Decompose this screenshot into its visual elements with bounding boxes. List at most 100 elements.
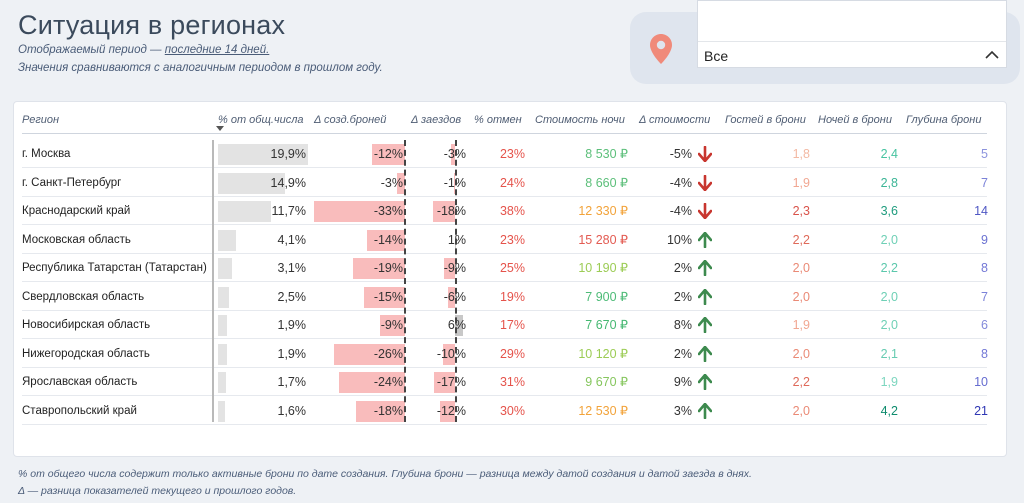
bar-checkins <box>451 144 455 165</box>
row-divider <box>22 338 987 339</box>
cell-guests: 2,0 <box>792 403 810 418</box>
cell-cancel: 23% <box>499 232 525 247</box>
cell-price: 10 190 ₽ <box>578 261 628 275</box>
cell-cancel: 24% <box>499 175 525 190</box>
row-divider <box>22 281 987 282</box>
row-divider <box>22 395 987 396</box>
share-axis-line <box>212 140 214 422</box>
cell-region: Новосибирская область <box>22 319 151 331</box>
table-row[interactable]: Нижегородская область 1,9% -26% -10% 29% 10 1… <box>22 340 988 368</box>
table-row[interactable]: Свердловская область 2,5% -15% -6% 19% 7 900 … <box>22 283 988 311</box>
col-header-price-delta[interactable]: Δ стоимости <box>639 114 711 126</box>
col-header-region[interactable]: Регион <box>22 114 60 126</box>
cell-region: Свердловская область <box>22 290 145 303</box>
cell-created: -19% <box>373 261 403 275</box>
cell-share: 1,9% <box>277 318 307 332</box>
region-dropdown[interactable]: Все <box>697 0 1007 68</box>
bar-share <box>218 343 227 365</box>
bar-created <box>380 315 405 336</box>
cell-share: 2,5% <box>277 289 307 304</box>
bar-checkins <box>455 315 463 336</box>
cell-share: 1,7% <box>277 375 307 389</box>
period-prefix: Отображаемый период — <box>18 44 165 56</box>
period-subtitle: Отображаемый период — последние 14 дней. <box>18 44 269 56</box>
cell-depth: 7 <box>981 289 988 304</box>
table-row[interactable]: г. Москва 19,9% -12% -3% 23% 8 530 ₽ -5% 1,8 2,4… <box>22 140 988 168</box>
bar-checkins <box>443 258 455 279</box>
cell-region: Ярославская область <box>22 376 138 388</box>
col-header-cancel[interactable]: % отмен <box>474 114 522 126</box>
cell-price: 12 530 ₽ <box>578 403 628 418</box>
bar-created <box>355 400 405 422</box>
cell-nights: 2,0 <box>880 318 898 332</box>
chevron-up-icon[interactable] <box>982 45 1002 65</box>
table-row[interactable]: Московская область 4,1% -14% 1% 23% 15 280 ₽ 1… <box>22 226 988 254</box>
cell-price-delta: 9% <box>673 375 692 389</box>
cell-checkins: 1% <box>447 232 466 247</box>
cell-price: 15 280 ₽ <box>578 232 628 247</box>
cell-guests: 2,2 <box>792 375 810 389</box>
col-header-checkins[interactable]: Δ заездов <box>411 114 462 126</box>
cell-depth: 8 <box>981 346 988 361</box>
table-row[interactable]: г. Санкт-Петербург 14,9% -3% -1% 24% 8 660 ₽ -… <box>22 169 988 197</box>
cell-created: -33% <box>373 204 403 218</box>
cell-share: 4,1% <box>277 232 307 247</box>
cell-cancel: 23% <box>499 147 525 161</box>
dropdown-separator <box>698 41 1006 42</box>
col-header-share[interactable]: % от общ.числа <box>218 114 304 126</box>
col-header-guests[interactable]: Гостей в брони <box>725 114 806 126</box>
bar-share <box>218 172 286 194</box>
col-header-price[interactable]: Стоимость ночи <box>535 114 625 126</box>
row-divider <box>22 309 987 311</box>
row-divider <box>22 195 987 197</box>
row-divider <box>22 224 987 225</box>
cell-cancel: 19% <box>499 289 525 304</box>
col-header-created[interactable]: Δ созд.броней <box>314 114 387 126</box>
cell-cancel: 38% <box>499 204 525 218</box>
sort-descending-icon <box>216 126 224 131</box>
cell-checkins: 6% <box>447 318 466 332</box>
cell-guests: 1,8 <box>792 147 810 161</box>
cell-share: 1,6% <box>277 403 307 418</box>
cell-guests: 2,2 <box>792 232 810 247</box>
cell-region: Московская область <box>22 233 131 246</box>
cell-depth: 6 <box>981 318 988 332</box>
cell-nights: 2,1 <box>880 346 898 361</box>
table-row[interactable]: Ярославская область 1,7% -24% -17% 31% 9 670 … <box>22 368 988 396</box>
col-header-nights[interactable]: Ночей в брони <box>818 114 892 126</box>
arrow-up-icon <box>698 345 712 362</box>
bar-created <box>372 144 405 165</box>
cell-price-delta: -4% <box>669 175 692 190</box>
arrow-down-icon <box>698 203 712 219</box>
arrow-up-icon <box>698 402 712 419</box>
cell-price: 9 670 ₽ <box>585 375 628 389</box>
table-row[interactable]: Республика Татарстан (Татарстан) 3,1% -19%… <box>22 254 988 282</box>
cell-checkins: -9% <box>443 261 466 275</box>
bar-created <box>366 229 405 251</box>
cell-guests: 2,0 <box>792 289 810 304</box>
bar-created <box>333 343 405 365</box>
cell-nights: 2,2 <box>880 261 898 275</box>
cell-price-delta: -5% <box>669 147 692 161</box>
period-link[interactable]: последние 14 дней. <box>164 44 270 56</box>
cell-created: -12% <box>373 147 403 161</box>
table-row[interactable]: Краснодарский край 11,7% -33% -18% 38% 12 330… <box>22 197 988 225</box>
table-row[interactable]: Новосибирская область 1,9% -9% 6% 17% 7 670 ₽… <box>22 311 988 339</box>
cell-region: Нижегородская область <box>22 347 150 360</box>
bar-checkins <box>447 286 455 308</box>
cell-nights: 1,9 <box>880 375 898 389</box>
cell-depth: 7 <box>981 175 988 190</box>
col-header-depth[interactable]: Глубина брони <box>906 114 982 126</box>
cell-price: 7 900 ₽ <box>585 289 628 304</box>
cell-price-delta: 2% <box>673 261 692 275</box>
bar-created <box>363 286 405 308</box>
cell-guests: 1,9 <box>792 318 810 332</box>
cell-nights: 3,6 <box>880 204 898 218</box>
arrow-up-icon <box>698 260 712 276</box>
bar-created <box>396 172 405 194</box>
arrow-down-icon <box>698 174 712 191</box>
cell-cancel: 31% <box>499 375 525 389</box>
table-row[interactable]: Ставропольский край 1,6% -18% -12% 30% 12 530… <box>22 397 988 425</box>
row-divider <box>22 366 987 368</box>
cell-created: -9% <box>380 318 403 332</box>
